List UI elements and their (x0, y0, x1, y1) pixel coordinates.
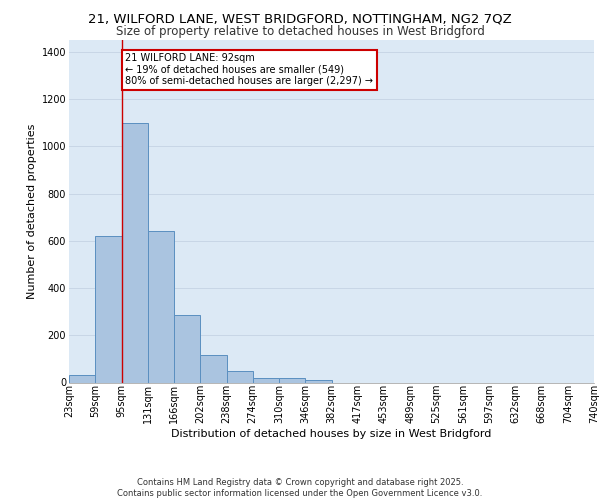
Text: Size of property relative to detached houses in West Bridgford: Size of property relative to detached ho… (116, 25, 484, 38)
Text: Contains HM Land Registry data © Crown copyright and database right 2025.
Contai: Contains HM Land Registry data © Crown c… (118, 478, 482, 498)
Text: 21 WILFORD LANE: 92sqm
← 19% of detached houses are smaller (549)
80% of semi-de: 21 WILFORD LANE: 92sqm ← 19% of detached… (125, 53, 373, 86)
Bar (69, 376, 95, 382)
Bar (95, 236, 121, 382)
Text: 21, WILFORD LANE, WEST BRIDGFORD, NOTTINGHAM, NG2 7QZ: 21, WILFORD LANE, WEST BRIDGFORD, NOTTIN… (88, 12, 512, 26)
Bar (174, 315, 200, 382)
Bar (121, 122, 148, 382)
Bar (305, 380, 331, 382)
Bar (148, 232, 174, 382)
Bar (253, 378, 279, 382)
Bar (279, 378, 305, 382)
Bar (200, 356, 227, 382)
X-axis label: Distribution of detached houses by size in West Bridgford: Distribution of detached houses by size … (172, 429, 491, 439)
Y-axis label: Number of detached properties: Number of detached properties (28, 124, 37, 299)
Bar (227, 371, 253, 382)
